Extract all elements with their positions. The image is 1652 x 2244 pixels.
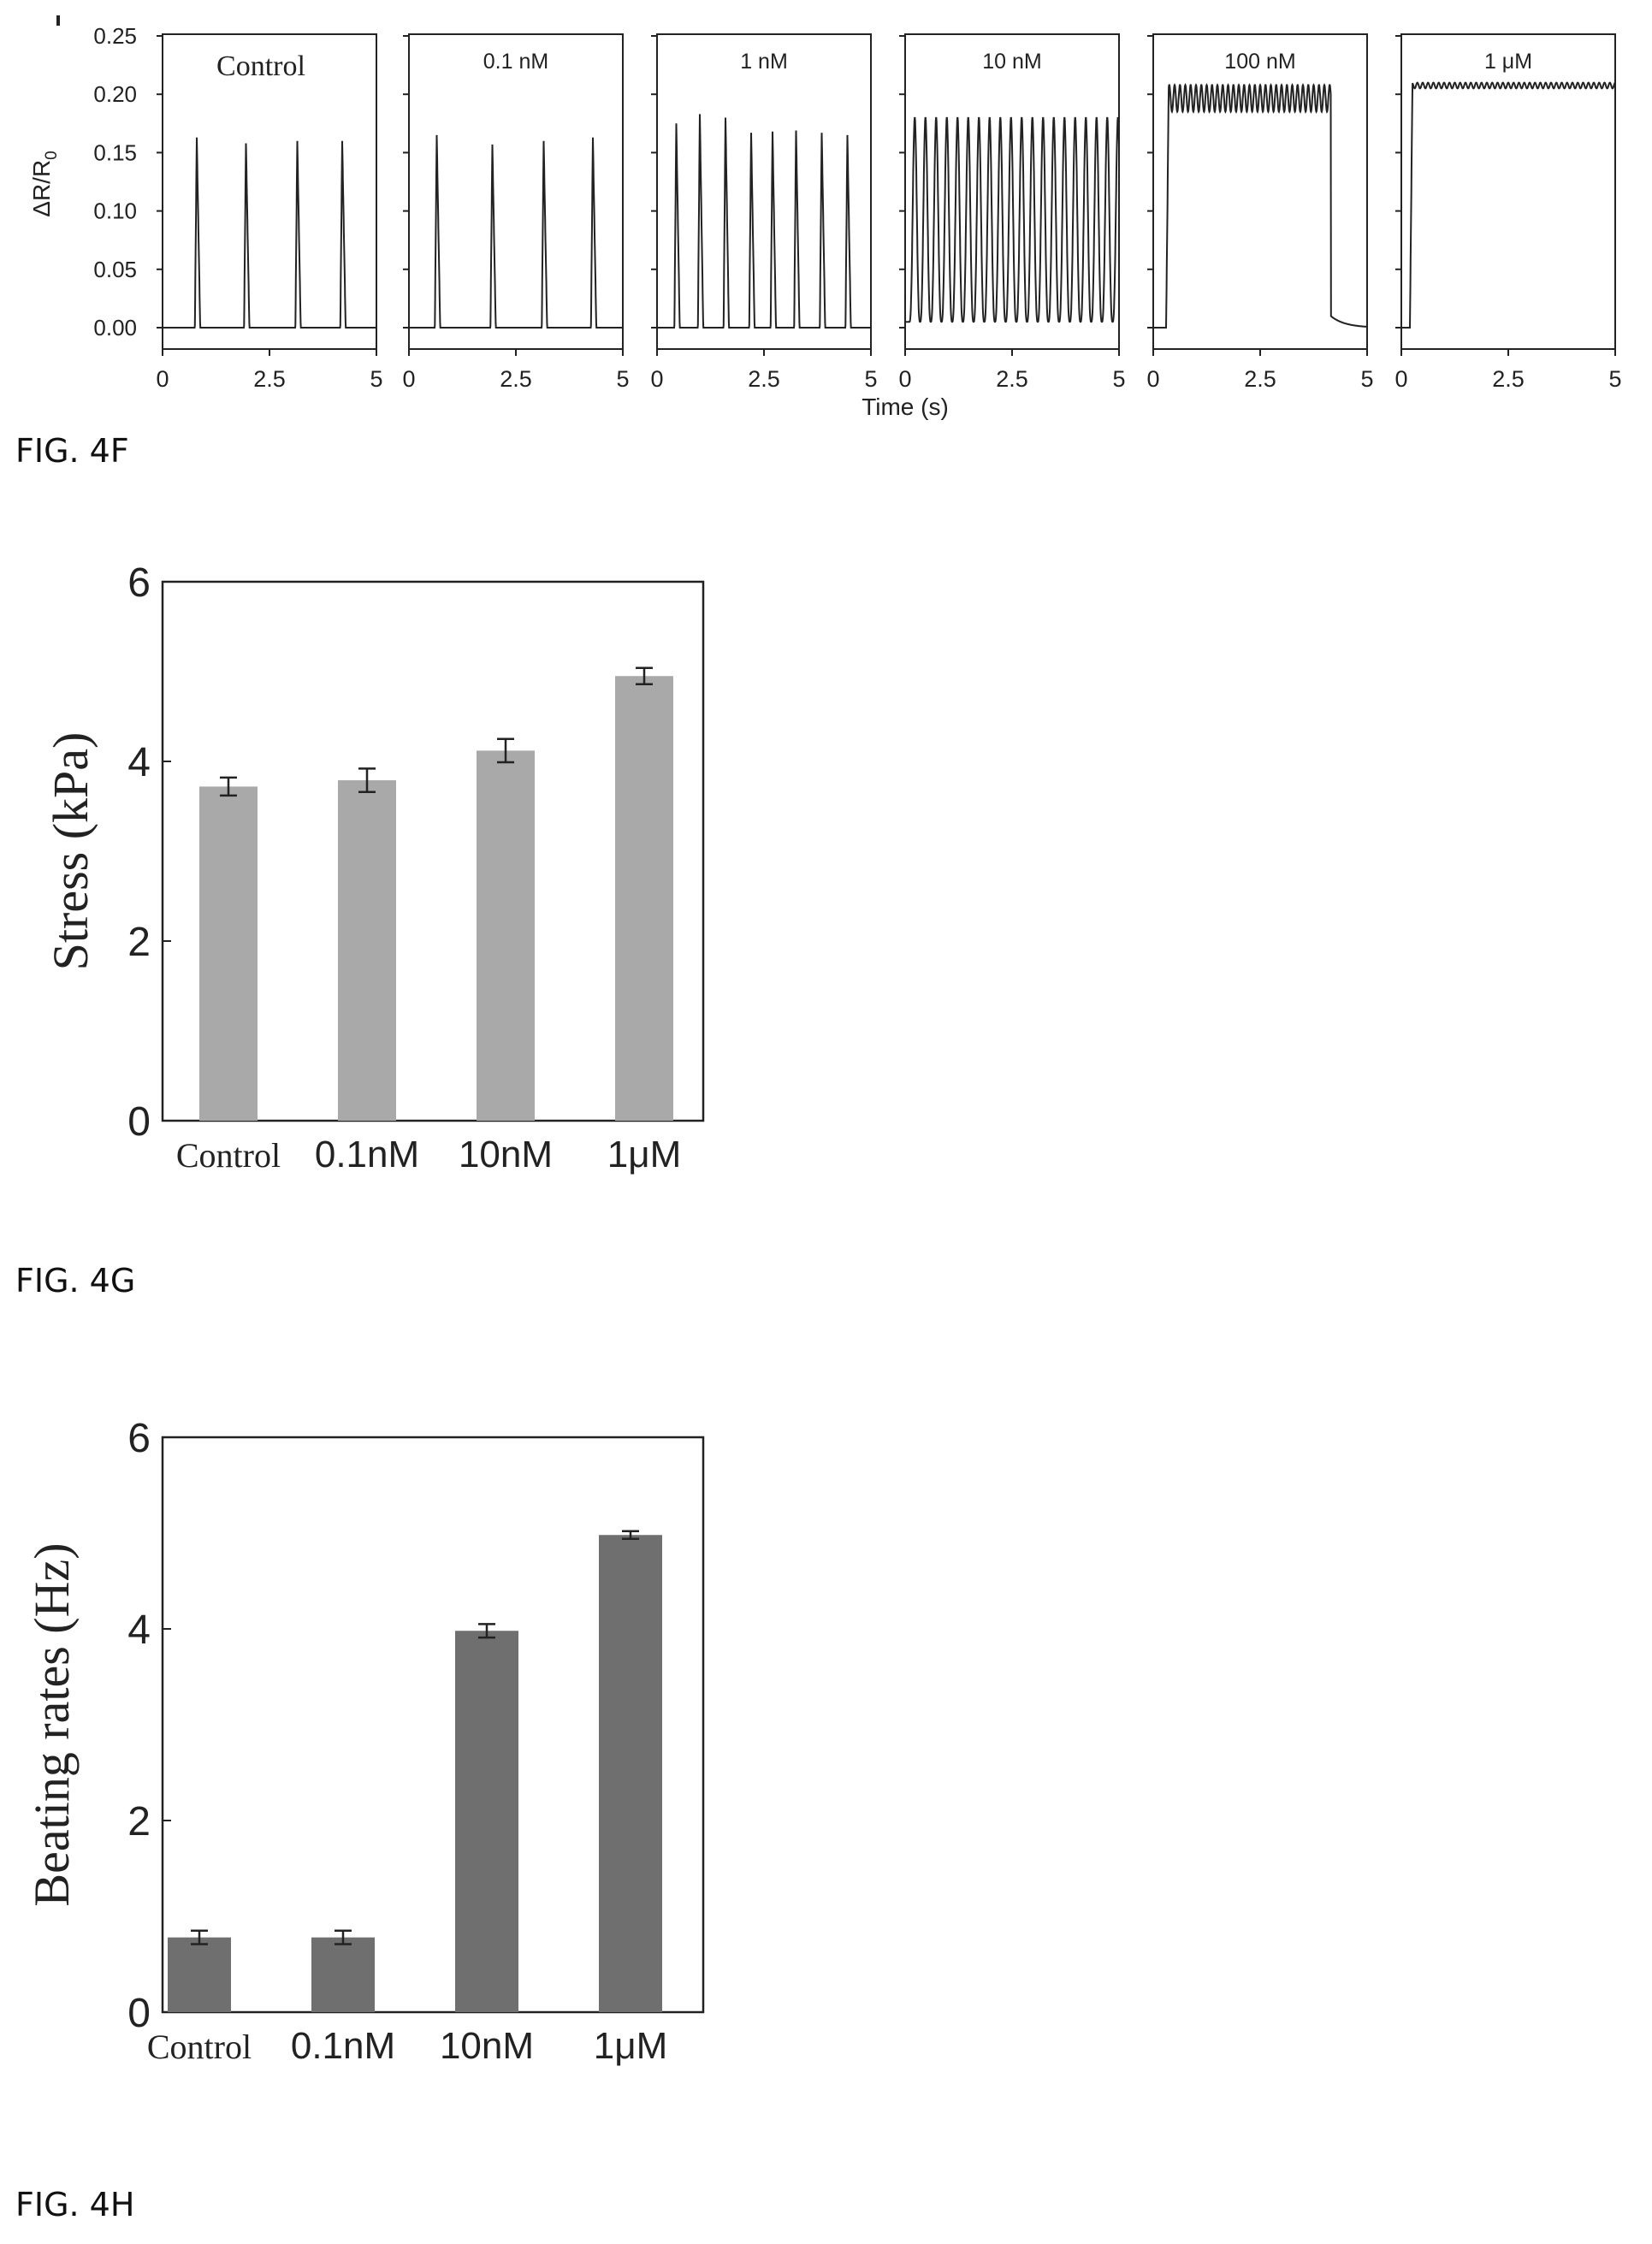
fig-4h-chart: 0 2 4 6 Control 0.1nM 10nM 1μM Beating rates (Hz… bbox=[24, 1416, 705, 2067]
bar bbox=[455, 1631, 518, 2012]
y-tick-label: 0 bbox=[127, 1099, 151, 1145]
y-tick-label: 6 bbox=[127, 560, 151, 606]
y-tick-label: 4 bbox=[127, 1608, 151, 1653]
subplot-title: 1 nM bbox=[740, 50, 788, 74]
subplot-frame bbox=[656, 33, 872, 350]
x-tick-label: 2.5 bbox=[996, 366, 1028, 392]
x-tick-label: 5 bbox=[1360, 366, 1373, 392]
y-tick-label: 0 bbox=[127, 1991, 151, 2036]
bar bbox=[168, 1937, 231, 2012]
fig-4h-plot-frame bbox=[161, 1436, 705, 2014]
x-tick-label: 0 bbox=[1146, 366, 1159, 392]
x-tick-label: 0.1nM bbox=[291, 2025, 395, 2067]
fig-4f-chart: 0.00 0.05 0.10 0.15 0.20 0.25 ΔR/R0 0 2.5 5 Contro… bbox=[28, 15, 1622, 420]
y-axis-label: ΔR/R0 bbox=[28, 151, 61, 217]
series-trace bbox=[1401, 81, 1616, 329]
y-tick-label: 6 bbox=[127, 1416, 151, 1461]
x-axis-label: Time (s) bbox=[862, 394, 949, 420]
subplot-frame bbox=[1400, 33, 1616, 350]
fig-4g-chart: 0 2 4 6 Control 0.1nM 10nM 1μM Stress (kPa) bbox=[43, 560, 705, 1175]
x-tick-label: 0 bbox=[402, 366, 415, 392]
subplot-frame bbox=[1152, 33, 1368, 350]
series-trace bbox=[657, 114, 871, 329]
bar bbox=[311, 1937, 375, 2012]
y-tick-label: 0.20 bbox=[93, 81, 137, 107]
x-tick-label: 10nM bbox=[459, 1134, 553, 1175]
x-tick-label: 0 bbox=[898, 366, 911, 392]
x-tick-label: 0 bbox=[156, 366, 169, 392]
y-axis-label: Stress (kPa) bbox=[43, 732, 98, 971]
x-tick-label: 5 bbox=[1112, 366, 1125, 392]
series-trace bbox=[163, 137, 376, 329]
subplot-title: 1 μM bbox=[1484, 50, 1532, 74]
y-tick-label: 4 bbox=[127, 740, 151, 785]
bar bbox=[477, 750, 535, 1121]
series-trace bbox=[905, 116, 1120, 323]
x-tick-label: 2.5 bbox=[253, 366, 286, 392]
series-trace bbox=[409, 134, 623, 329]
x-tick-label: Control bbox=[176, 1136, 281, 1175]
x-tick-label: 0.1nM bbox=[315, 1134, 419, 1175]
bar bbox=[599, 1535, 662, 2012]
x-tick-label: 10nM bbox=[440, 2025, 534, 2067]
x-tick-label: 5 bbox=[616, 366, 629, 392]
x-tick-label: Control bbox=[147, 2028, 252, 2066]
x-tick-label: 2.5 bbox=[1244, 366, 1276, 392]
y-tick-label: 0.05 bbox=[93, 257, 137, 282]
figure-caption-4h: FIG. 4H bbox=[15, 2186, 135, 2223]
y-tick-label: 2 bbox=[127, 920, 151, 965]
subplot-title: Control bbox=[216, 50, 305, 82]
x-tick-label: 5 bbox=[370, 366, 382, 392]
figure-caption-4g: FIG. 4G bbox=[15, 1262, 136, 1300]
x-tick-label: 2.5 bbox=[1492, 366, 1525, 392]
figure-caption-4f: FIG. 4F bbox=[15, 432, 129, 470]
y-tick-label: 0.25 bbox=[93, 23, 137, 49]
x-tick-label: 5 bbox=[1608, 366, 1621, 392]
x-tick-label: 0 bbox=[1394, 366, 1407, 392]
subplot-title: 10 nM bbox=[982, 50, 1041, 74]
subplot-title: 0.1 nM bbox=[483, 50, 548, 74]
bar bbox=[615, 676, 673, 1121]
series-trace bbox=[1153, 83, 1367, 329]
y-tick-label: 0.15 bbox=[93, 139, 137, 165]
x-tick-label: 2.5 bbox=[500, 366, 532, 392]
subplot-title: 100 nM bbox=[1224, 50, 1295, 74]
y-axis-label: Beating rates (Hz) bbox=[24, 1542, 80, 1906]
x-tick-label: 5 bbox=[864, 366, 877, 392]
y-tick-label: 2 bbox=[127, 1799, 151, 1844]
y-tick-label: 0.10 bbox=[93, 198, 137, 224]
x-tick-label: 1μM bbox=[607, 1134, 681, 1175]
bar bbox=[338, 780, 396, 1121]
x-tick-label: 0 bbox=[650, 366, 663, 392]
fig-4g-plot-frame bbox=[161, 580, 705, 1122]
bar bbox=[199, 786, 258, 1121]
x-tick-label: 1μM bbox=[594, 2025, 667, 2067]
y-tick-label: 0.00 bbox=[93, 315, 137, 340]
x-tick-label: 2.5 bbox=[748, 366, 780, 392]
